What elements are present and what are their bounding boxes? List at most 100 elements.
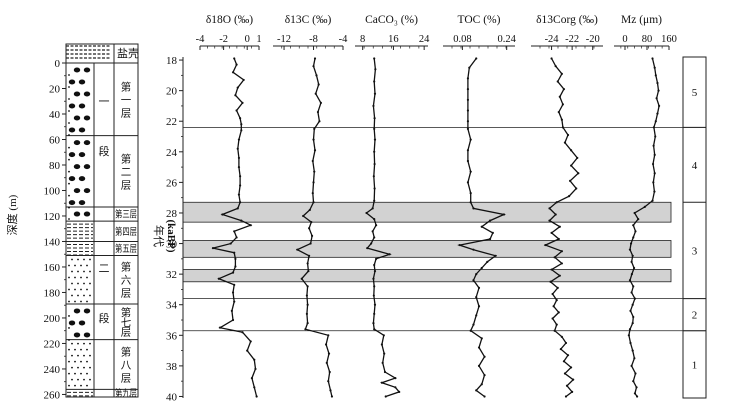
data-point — [313, 149, 317, 152]
panel-title: δ18O (‰) — [206, 14, 253, 26]
data-point — [554, 213, 557, 216]
sand-dot — [68, 146, 70, 149]
data-point — [560, 72, 563, 75]
data-point — [550, 268, 553, 271]
data-point — [373, 150, 376, 153]
data-point — [373, 117, 376, 120]
gravel-symbol — [68, 176, 76, 182]
data-point — [372, 321, 375, 325]
data-point — [241, 331, 244, 334]
data-point — [383, 370, 387, 374]
data-point — [555, 323, 558, 326]
sand-dot — [89, 342, 91, 345]
data-point — [239, 175, 242, 178]
data-point — [458, 243, 461, 247]
data-point — [643, 205, 646, 208]
sand-dot — [80, 276, 82, 279]
data-point — [550, 57, 553, 60]
data-point — [230, 309, 233, 312]
age-tick-label: 22 — [166, 116, 177, 128]
data-point — [255, 395, 258, 398]
sand-dot — [68, 182, 70, 185]
data-point — [469, 138, 472, 141]
data-point — [571, 390, 574, 393]
gravel-symbol — [73, 115, 81, 121]
data-point — [633, 392, 637, 395]
gravel-symbol — [78, 127, 86, 133]
panel-title: δ13C (‰) — [285, 14, 332, 26]
strata-header-label: 盐壳 — [117, 46, 139, 60]
data-point — [240, 123, 243, 126]
data-point — [652, 126, 655, 129]
data-point — [327, 352, 331, 355]
sand-dot — [89, 270, 91, 273]
sand-dot — [86, 300, 88, 303]
data-point — [475, 295, 478, 299]
sand-dot — [74, 360, 76, 363]
data-point — [231, 291, 235, 294]
data-point — [314, 92, 317, 95]
data-point — [475, 389, 478, 392]
data-point — [237, 156, 241, 160]
panel-3: 0.08 0.24 TOC (%) — [443, 14, 517, 398]
data-point — [575, 187, 578, 190]
data-point — [302, 214, 305, 218]
data-point — [630, 364, 633, 367]
sand-dot — [68, 86, 70, 88]
data-point — [629, 242, 633, 245]
data-point — [229, 242, 232, 245]
sand-dot — [71, 282, 73, 285]
gravel-symbol — [68, 127, 76, 133]
data-point — [570, 149, 573, 152]
panel-x-tick-label: 8 — [360, 34, 365, 45]
layer-label: 第六层 — [121, 261, 132, 300]
sand-dot — [74, 384, 76, 387]
data-point — [656, 81, 659, 85]
data-point — [553, 329, 556, 332]
sand-dot — [68, 384, 70, 387]
data-point — [254, 367, 257, 371]
data-point — [570, 164, 573, 167]
depth-axis: 0 20 40 60 80 100 120 140 160 180 200 220 240 260 — [44, 58, 67, 401]
gravel-symbol — [83, 188, 91, 194]
sand-dot — [77, 282, 79, 285]
data-point — [373, 217, 376, 221]
sand-dot — [68, 194, 70, 197]
data-point — [561, 103, 564, 106]
data-point — [327, 334, 330, 337]
sand-dot — [86, 264, 88, 267]
data-point — [652, 144, 655, 147]
panel-x-tick-label: 160 — [661, 34, 677, 45]
data-point — [560, 335, 563, 338]
data-point — [563, 372, 567, 375]
data-point — [394, 386, 397, 389]
data-point — [483, 395, 486, 398]
data-point — [654, 74, 657, 77]
layer-label: 第七层 — [121, 306, 132, 339]
data-point — [557, 237, 560, 241]
data-point — [240, 129, 243, 132]
data-point — [475, 273, 478, 276]
age-axis: 18 20 22 24 26 28 30 32 34 36 38 40 — [166, 55, 184, 403]
sand-dot — [68, 300, 70, 303]
depth-tick-label: 240 — [44, 364, 61, 376]
gravel-symbol — [78, 200, 86, 206]
age-axis-label-top: 年代 — [152, 225, 166, 247]
data-point — [567, 195, 571, 198]
sand-dot — [83, 354, 85, 357]
data-point — [475, 314, 478, 317]
age-tick-label: 24 — [166, 147, 178, 159]
data-point — [657, 89, 660, 92]
panel-x-tick-label: 80 — [642, 34, 653, 45]
age-tick-label: 30 — [166, 239, 178, 251]
data-point — [634, 230, 637, 233]
sand-dot — [77, 378, 79, 381]
sand-dot — [80, 264, 82, 267]
gravel-symbol — [73, 164, 81, 170]
data-point — [231, 271, 235, 274]
data-point — [477, 364, 481, 367]
